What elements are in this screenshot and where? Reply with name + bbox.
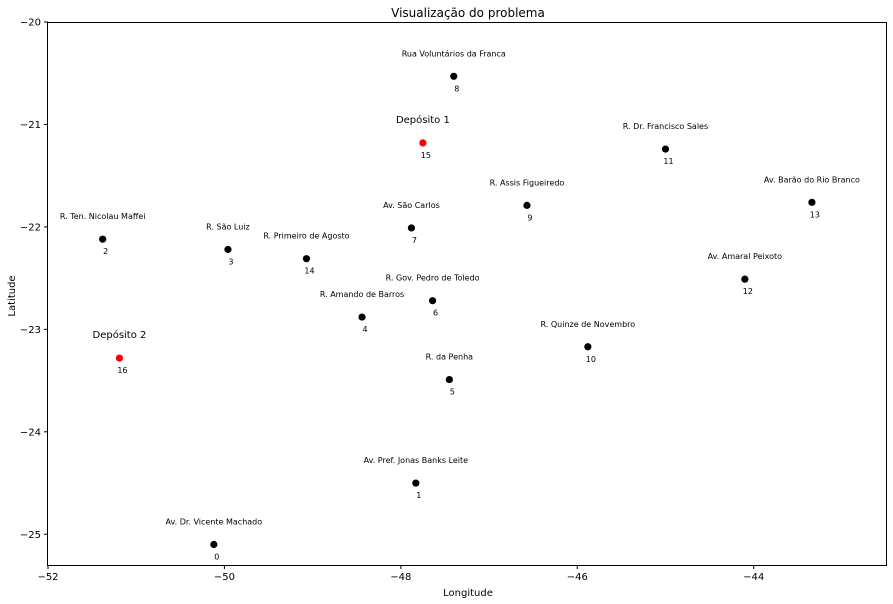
y-tick-label: −24 [20,427,41,438]
y-tick-label: −25 [20,530,41,541]
point-index-label: 7 [412,236,417,245]
depot-point [115,354,124,362]
plot-area-frame [47,22,887,566]
point-name-label: Depósito 1 [396,114,450,126]
point-index-label: 2 [103,247,108,256]
client-point [224,245,232,254]
point-index-label: 1 [416,491,421,500]
chart-title: Visualização do problema [391,6,545,20]
point-index-label: 6 [433,309,438,318]
point-index-label: 10 [586,355,596,364]
client-point [661,145,670,153]
x-axis-label: Longitude [443,588,493,599]
point-name-label: R. Quinze de Novembro [541,320,636,329]
point-index-label: 13 [810,210,820,219]
point-index-label: 14 [304,267,314,276]
point-name-label: Av. Pref. Jonas Banks Leite [364,456,469,465]
point-name-label: R. Amando de Barros [320,290,404,299]
point-name-label: Depósito 2 [93,329,147,341]
client-point [445,375,453,384]
client-point [584,343,592,351]
y-tick-label: −22 [20,222,41,233]
client-point [412,479,420,487]
point-name-label: R. São Luiz [206,222,250,231]
point-index-label: 9 [527,213,532,222]
point-index-label: 3 [228,257,233,266]
client-point [99,235,107,243]
point-name-label: Av. Amaral Peixoto [708,252,783,261]
point-index-label: 12 [743,287,753,296]
x-tick-label: −48 [390,572,411,583]
point-name-label: R. Ten. Nicolau Maffei [60,212,146,221]
point-name-label: Rua Voluntários da Franca [402,49,506,58]
y-axis-ticks: −20 −21 −22 −23 −24 −25 [20,18,48,541]
client-point [428,297,437,305]
point-name-label: R. da Penha [426,353,473,362]
client-point [407,224,416,232]
y-tick-label: −21 [20,120,41,131]
y-tick-label: −20 [20,18,41,29]
point-index-label: 4 [362,325,367,334]
y-tick-label: −23 [20,325,41,336]
x-tick-label: −52 [37,572,58,583]
point-index-label: 0 [214,553,219,562]
point-name-label: Av. São Carlos [383,201,440,210]
x-tick-label: −44 [743,572,764,583]
x-tick-label: −50 [214,572,235,583]
x-axis-ticks: −52 −50 −48 −46 −44 [37,565,764,583]
client-point [523,201,531,209]
client-point [210,540,218,549]
x-tick-label: −46 [567,572,588,583]
data-points: Av. Dr. Vicente Machado 0 Av. Pref. Jonas … [60,49,860,561]
point-index-label: 8 [454,84,459,93]
client-point [450,72,458,80]
y-axis-label: Latitude [7,275,18,316]
client-point [358,313,366,321]
point-name-label: R. Gov. Pedro de Toledo [386,274,480,283]
client-point [741,275,749,283]
point-index-label: 11 [663,157,673,166]
point-name-label: R. Primeiro de Agosto [263,232,349,241]
point-name-label: Av. Dr. Vicente Machado [165,518,262,527]
point-index-label: 16 [117,366,127,375]
point-name-label: R. Assis Figueiredo [490,178,565,187]
depot-point [419,139,427,147]
client-point [808,198,816,206]
client-point [302,255,311,263]
point-index-label: 5 [450,388,455,397]
point-name-label: R. Dr. Francisco Sales [623,122,708,131]
point-index-label: 15 [421,151,431,160]
point-name-label: Av. Barão do Rio Branco [764,175,860,184]
